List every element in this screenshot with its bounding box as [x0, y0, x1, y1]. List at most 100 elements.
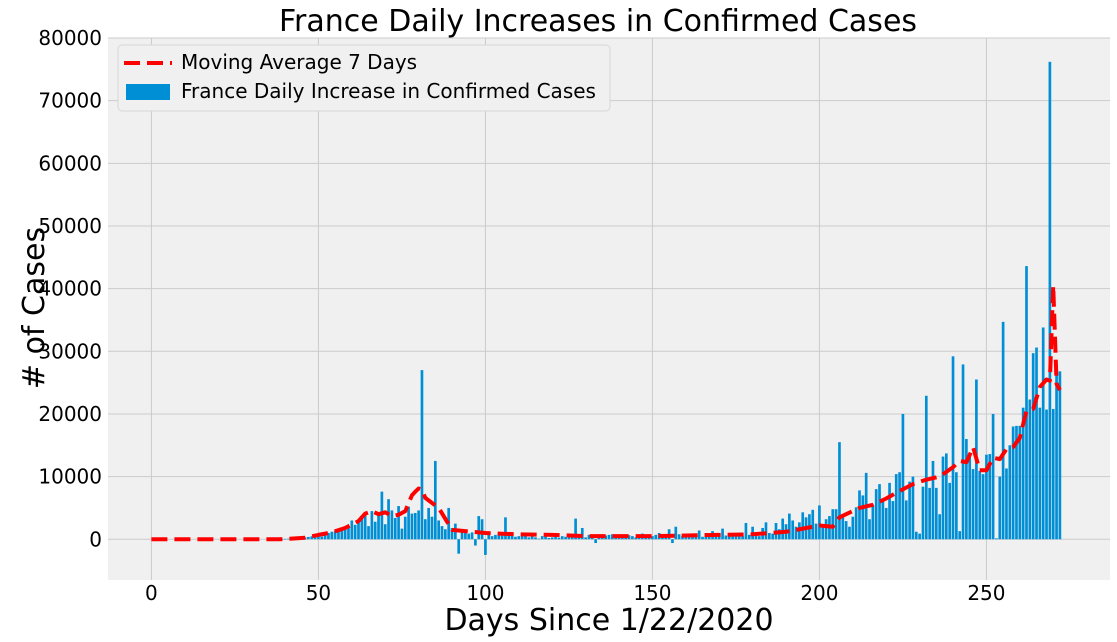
bar — [550, 537, 554, 540]
bar — [287, 538, 290, 540]
bar — [634, 537, 638, 540]
bar — [350, 520, 354, 540]
bar — [407, 506, 410, 540]
bar — [921, 486, 925, 540]
bar — [557, 537, 561, 540]
bar — [945, 453, 948, 540]
bar — [353, 524, 357, 540]
bar — [500, 535, 504, 540]
bar — [327, 533, 330, 540]
bar — [587, 534, 591, 540]
bar — [1005, 468, 1008, 540]
bar — [801, 512, 805, 540]
bar — [971, 469, 975, 540]
bar — [387, 499, 390, 540]
bar — [517, 536, 521, 540]
bar — [1038, 407, 1042, 540]
bar — [383, 524, 387, 540]
bar — [691, 535, 694, 540]
bar — [934, 487, 938, 540]
bar — [627, 535, 631, 540]
bar — [1028, 399, 1032, 540]
legend-entry-moving-average: Moving Average 7 Days — [181, 50, 417, 74]
bar — [1025, 266, 1028, 540]
legend-entry-daily-increase: France Daily Increase in Confirmed Cases — [181, 79, 596, 103]
bar — [918, 533, 921, 540]
bar — [824, 519, 828, 540]
bar — [1055, 370, 1058, 540]
x-axis-label: Days Since 1/22/2020 — [444, 603, 773, 638]
bar — [373, 521, 377, 540]
bar — [844, 521, 848, 540]
bar — [898, 472, 901, 540]
x-tick-label: 250 — [967, 581, 1005, 605]
moving-average-series — [151, 283, 1062, 542]
bar — [701, 536, 704, 540]
x-tick-label: 100 — [466, 581, 504, 605]
bar — [537, 538, 541, 540]
bar — [397, 506, 400, 540]
bar — [794, 526, 798, 540]
bar — [757, 536, 761, 540]
bar — [911, 476, 915, 540]
bar — [577, 536, 581, 540]
bar — [1031, 353, 1035, 540]
bar — [530, 536, 534, 540]
bar — [460, 529, 464, 540]
bar — [1035, 347, 1038, 540]
bar — [914, 531, 918, 540]
bar — [965, 439, 968, 540]
bar — [861, 495, 865, 540]
bar — [968, 456, 972, 540]
bar — [868, 519, 871, 540]
legend-bar-swatch — [126, 84, 170, 100]
bar — [958, 531, 962, 540]
bar — [347, 527, 350, 540]
bar — [1018, 425, 1022, 540]
bar — [367, 526, 370, 540]
bar — [891, 501, 895, 540]
bar — [744, 522, 748, 540]
bar — [594, 539, 597, 544]
bar — [433, 460, 437, 540]
bar — [888, 482, 891, 540]
bar — [908, 481, 911, 540]
bar — [894, 474, 898, 540]
bar — [1048, 61, 1052, 540]
bar — [444, 529, 447, 540]
bar — [464, 531, 467, 540]
bar — [1045, 409, 1048, 540]
bar — [497, 533, 501, 540]
y-tick-label: 60000 — [38, 151, 102, 175]
bar — [677, 534, 681, 540]
bar — [400, 528, 404, 540]
bar — [764, 522, 768, 540]
bar — [604, 535, 607, 540]
bar — [981, 474, 985, 540]
bar — [724, 535, 728, 540]
bar — [741, 536, 744, 540]
bar — [1021, 407, 1025, 540]
y-tick-label: 0 — [89, 527, 102, 551]
bar-series — [156, 61, 1062, 555]
bar — [363, 514, 367, 540]
bar — [854, 507, 858, 540]
bar — [617, 538, 621, 540]
bar — [343, 527, 347, 540]
bar — [721, 528, 724, 540]
tick-labels: 0 50 100 150 200 250 0 10000 20000 30000 40000 5000… — [38, 26, 1005, 605]
bar — [791, 520, 795, 540]
bar — [901, 413, 905, 540]
bar — [998, 476, 1002, 540]
y-tick-label: 50000 — [38, 214, 102, 238]
bar — [734, 534, 738, 540]
bar — [580, 527, 584, 540]
bar — [307, 536, 310, 540]
bar — [520, 535, 524, 540]
bar — [851, 516, 855, 540]
bar — [924, 395, 928, 540]
bar — [881, 501, 885, 540]
bar — [317, 535, 320, 540]
bar — [450, 527, 454, 540]
